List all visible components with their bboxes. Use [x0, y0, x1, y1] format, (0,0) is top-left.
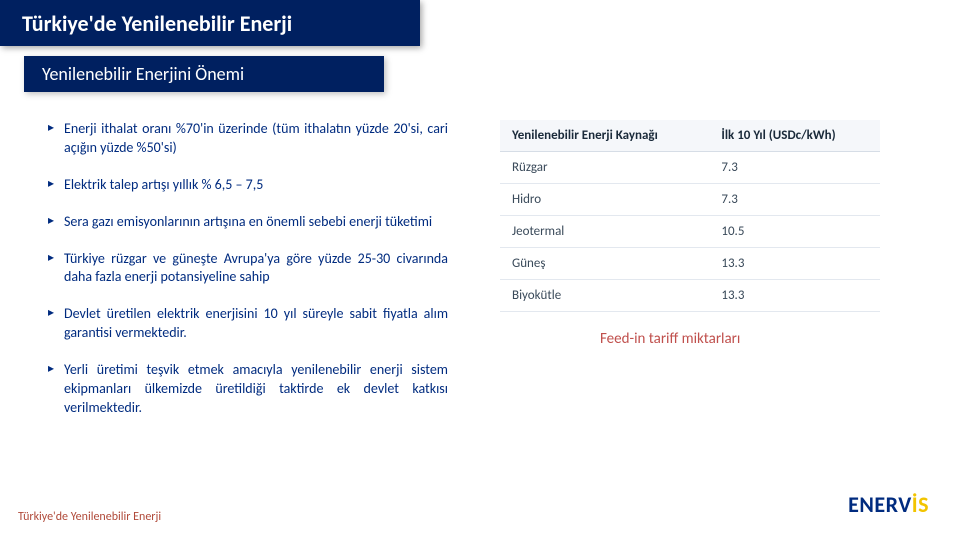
table-cell: Jeotermal — [500, 216, 709, 248]
table-row: Biyokütle 13.3 — [500, 280, 880, 312]
table-row: Rüzgar 7.3 — [500, 152, 880, 184]
slide: Türkiye'de Yenilenebilir Enerji Yenilene… — [0, 0, 959, 536]
table-cell: 7.3 — [709, 152, 880, 184]
subtitle-box: Yenilenebilir Enerjini Önemi — [24, 56, 384, 92]
table-caption: Feed-in tariff miktarları — [600, 330, 740, 348]
table-header: İlk 10 Yıl (USDc/kWh) — [709, 120, 880, 152]
logo-part-yellow: İS — [912, 491, 929, 518]
bullet-item: Sera gazı emisyonlarının artışına en öne… — [48, 213, 448, 232]
tariff-table: Yenilenebilir Enerji Kaynağı İlk 10 Yıl … — [500, 120, 880, 312]
logo-part-blue: ENERV — [848, 491, 912, 518]
table-cell: Güneş — [500, 248, 709, 280]
table-cell: 13.3 — [709, 280, 880, 312]
logo: ENERVİS — [848, 491, 929, 518]
bullet-item: Devlet üretilen elektrik enerjisini 10 y… — [48, 305, 448, 343]
table-cell: Biyokütle — [500, 280, 709, 312]
table-header: Yenilenebilir Enerji Kaynağı — [500, 120, 709, 152]
table-row: Güneş 13.3 — [500, 248, 880, 280]
slide-title: Türkiye'de Yenilenebilir Enerji — [22, 10, 292, 37]
table-cell: 13.3 — [709, 248, 880, 280]
table-cell: Rüzgar — [500, 152, 709, 184]
bullet-item: Yerli üretimi teşvik etmek amacıyla yeni… — [48, 361, 448, 418]
table-row: Jeotermal 10.5 — [500, 216, 880, 248]
title-box: Türkiye'de Yenilenebilir Enerji — [0, 0, 420, 46]
bullet-item: Elektrik talep artışı yıllık % 6,5 – 7,5 — [48, 176, 448, 195]
bullet-list: Enerji ithalat oranı %70'in üzerinde (tü… — [48, 120, 448, 436]
table-row: Hidro 7.3 — [500, 184, 880, 216]
table-cell: 10.5 — [709, 216, 880, 248]
table-header-row: Yenilenebilir Enerji Kaynağı İlk 10 Yıl … — [500, 120, 880, 152]
footer-label: Türkiye'de Yenilenebilir Enerji — [18, 510, 161, 524]
table-cell: 7.3 — [709, 184, 880, 216]
slide-subtitle: Yenilenebilir Enerjini Önemi — [42, 63, 244, 85]
bullet-item: Enerji ithalat oranı %70'in üzerinde (tü… — [48, 120, 448, 158]
bullet-item: Türkiye rüzgar ve güneşte Avrupa'ya göre… — [48, 250, 448, 288]
table-cell: Hidro — [500, 184, 709, 216]
